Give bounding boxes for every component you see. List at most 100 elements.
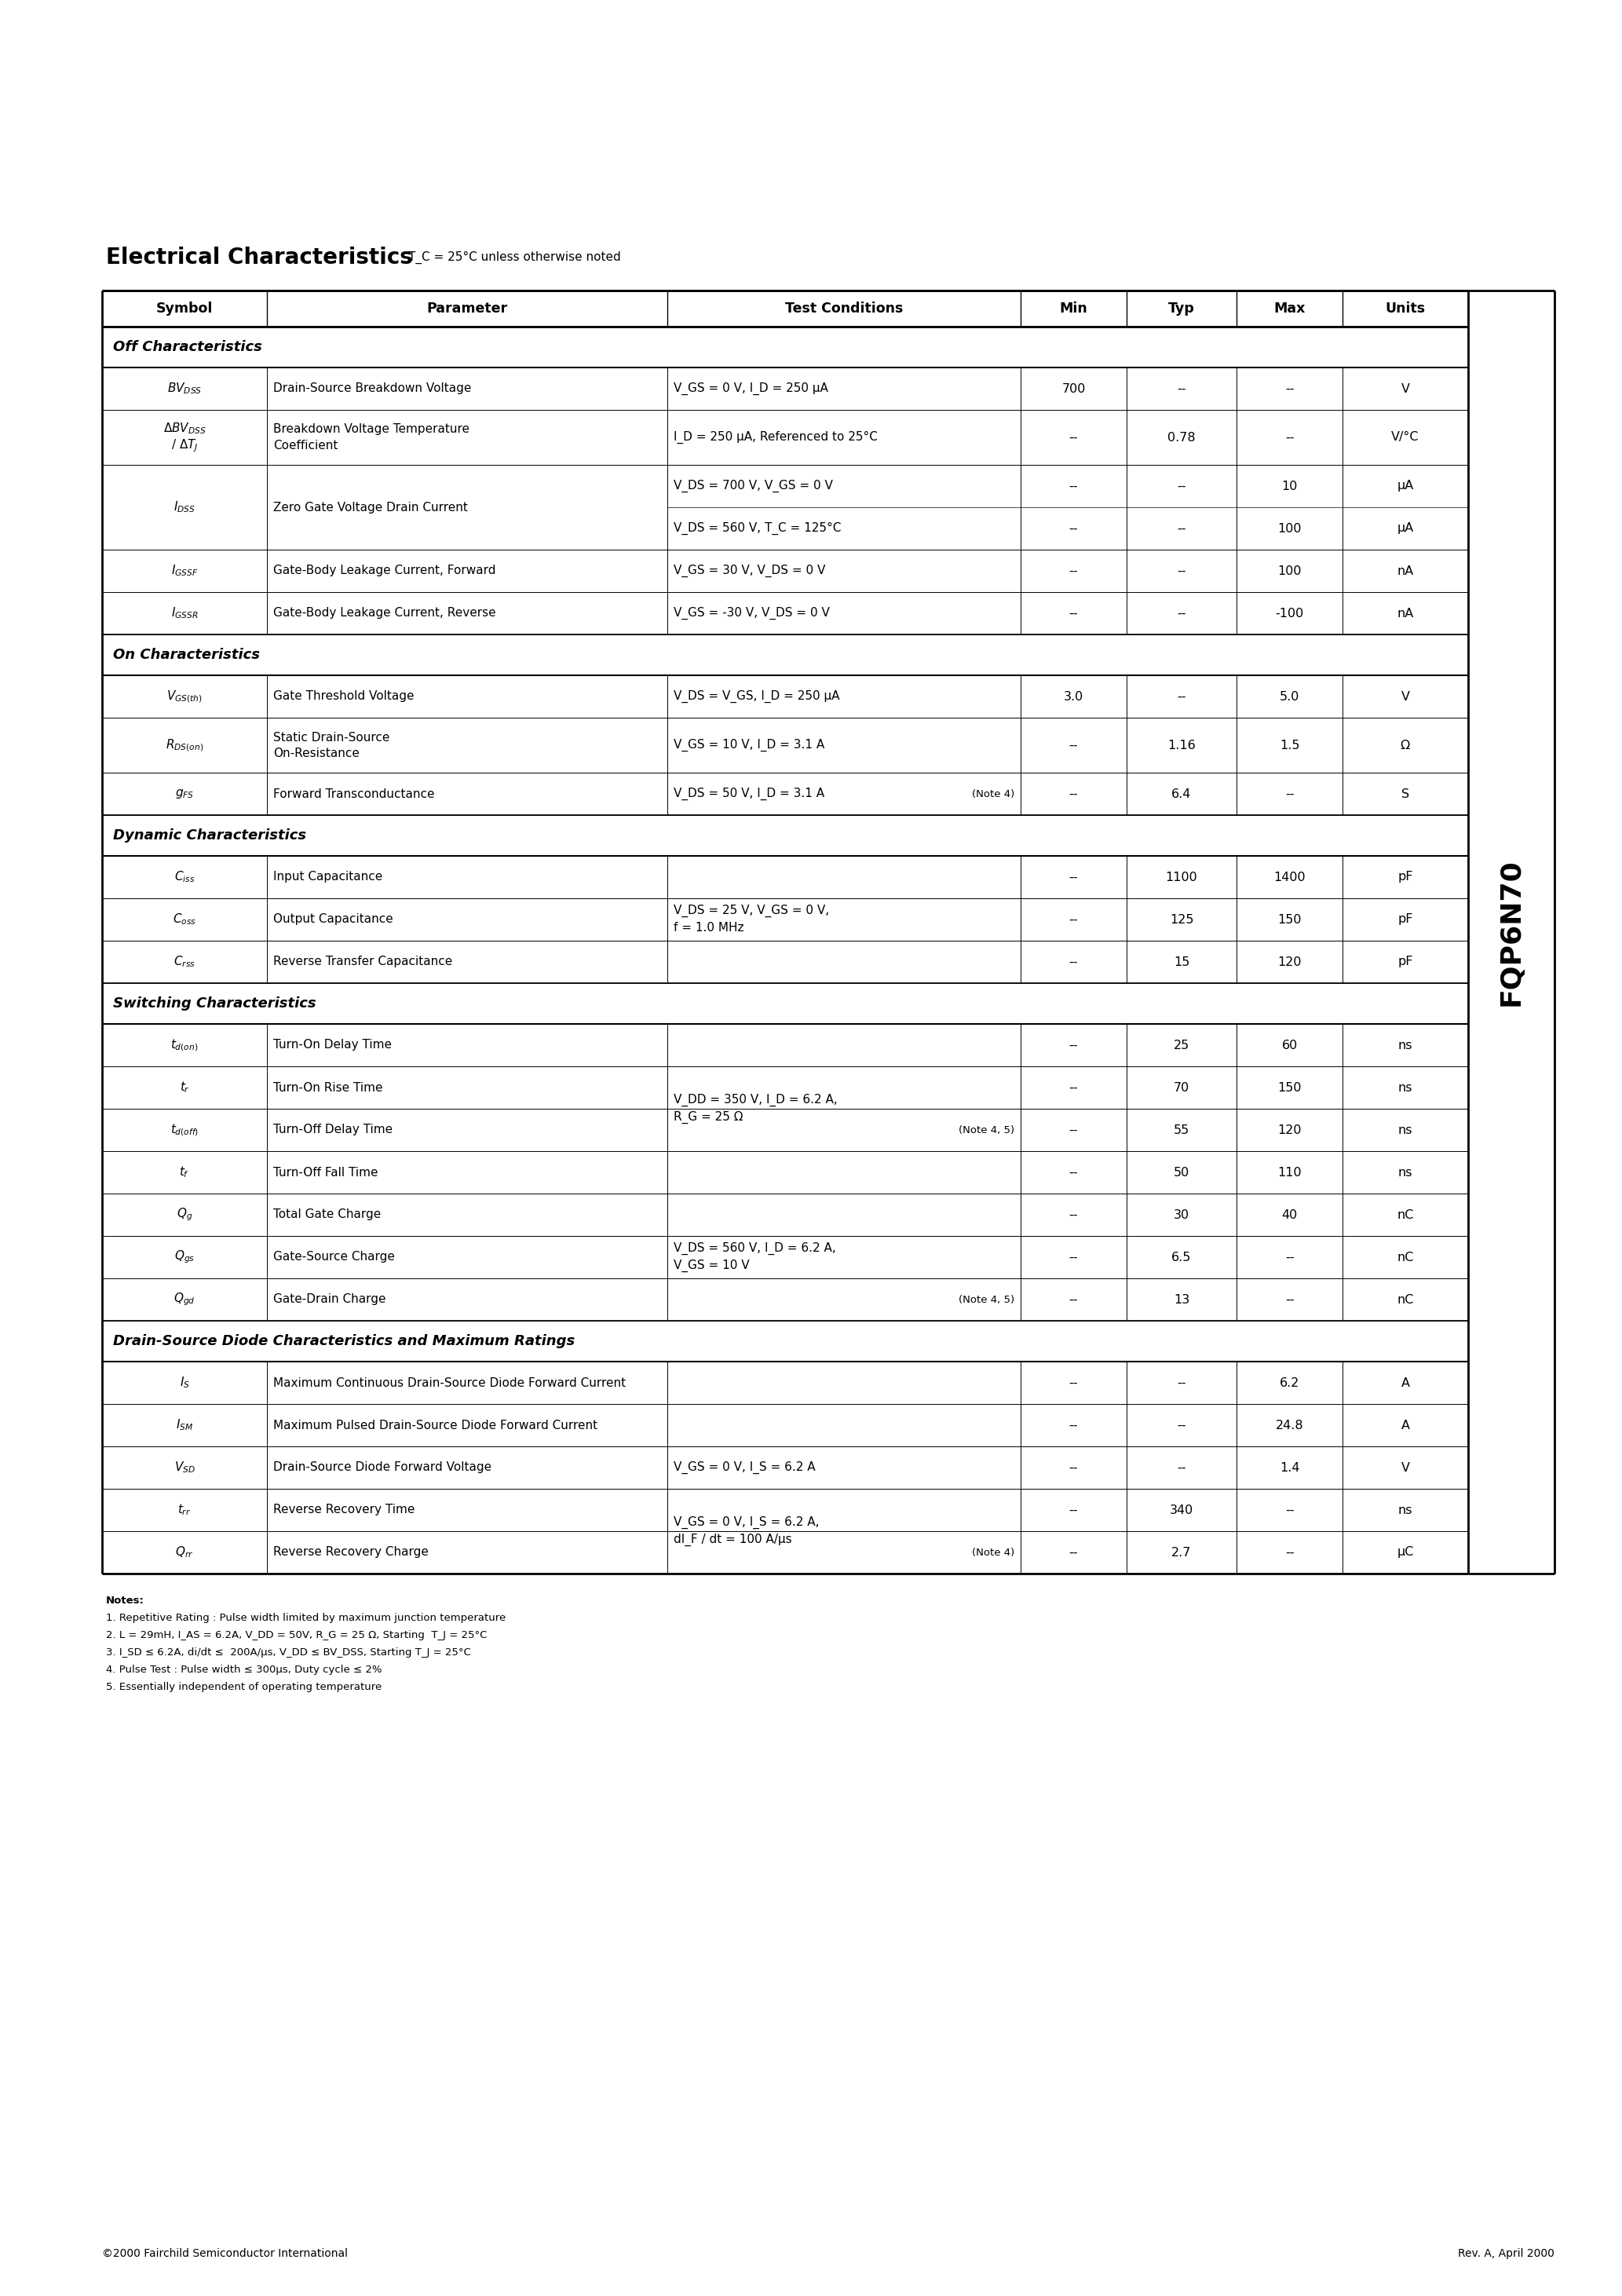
Text: f = 1.0 MHz: f = 1.0 MHz xyxy=(673,923,744,934)
Text: V_GS = 0 V, I_S = 6.2 A: V_GS = 0 V, I_S = 6.2 A xyxy=(673,1460,816,1474)
Text: Reverse Recovery Charge: Reverse Recovery Charge xyxy=(272,1548,428,1559)
Text: $Q_{rr}$: $Q_{rr}$ xyxy=(175,1545,193,1559)
Text: Parameter: Parameter xyxy=(427,301,508,315)
Text: V_GS = 10 V, I_D = 3.1 A: V_GS = 10 V, I_D = 3.1 A xyxy=(673,739,824,751)
Text: --: -- xyxy=(1178,523,1186,535)
Text: 5.0: 5.0 xyxy=(1280,691,1299,703)
Text: pF: pF xyxy=(1398,914,1413,925)
Text: V_DS = 700 V, V_GS = 0 V: V_DS = 700 V, V_GS = 0 V xyxy=(673,480,832,491)
Text: 120: 120 xyxy=(1278,955,1301,969)
Text: A: A xyxy=(1401,1419,1410,1430)
Text: --: -- xyxy=(1178,480,1186,491)
Text: A: A xyxy=(1401,1378,1410,1389)
Text: μA: μA xyxy=(1397,480,1414,491)
Text: Input Capacitance: Input Capacitance xyxy=(272,870,383,884)
Text: $I_{GSSR}$: $I_{GSSR}$ xyxy=(170,606,198,620)
Text: --: -- xyxy=(1069,955,1079,969)
Text: V/°C: V/°C xyxy=(1392,432,1419,443)
Text: Switching Characteristics: Switching Characteristics xyxy=(114,996,316,1010)
Text: --: -- xyxy=(1069,1504,1079,1515)
Text: S: S xyxy=(1401,788,1410,799)
Text: nC: nC xyxy=(1397,1210,1414,1221)
Text: $t_{r}$: $t_{r}$ xyxy=(180,1079,190,1095)
Text: 30: 30 xyxy=(1174,1210,1189,1221)
Text: nC: nC xyxy=(1397,1251,1414,1263)
Text: Breakdown Voltage Temperature: Breakdown Voltage Temperature xyxy=(272,425,469,436)
Text: --: -- xyxy=(1069,1166,1079,1178)
Text: ns: ns xyxy=(1398,1504,1413,1515)
Text: $V_{SD}$: $V_{SD}$ xyxy=(174,1460,195,1474)
Text: nC: nC xyxy=(1397,1293,1414,1306)
Text: $BV_{DSS}$: $BV_{DSS}$ xyxy=(167,381,201,395)
Text: 110: 110 xyxy=(1278,1166,1301,1178)
Text: On Characteristics: On Characteristics xyxy=(114,647,260,661)
Text: 125: 125 xyxy=(1169,914,1194,925)
Text: 100: 100 xyxy=(1278,523,1301,535)
Text: 3. I_SD ≤ 6.2A, di/dt ≤  200A/μs, V_DD ≤ BV_DSS, Starting T_J = 25°C: 3. I_SD ≤ 6.2A, di/dt ≤ 200A/μs, V_DD ≤ … xyxy=(105,1649,470,1658)
Text: --: -- xyxy=(1285,1504,1294,1515)
Text: dI_F / dt = 100 A/μs: dI_F / dt = 100 A/μs xyxy=(673,1534,792,1545)
Text: Turn-Off Delay Time: Turn-Off Delay Time xyxy=(272,1125,393,1137)
Text: --: -- xyxy=(1178,1378,1186,1389)
Text: --: -- xyxy=(1069,1251,1079,1263)
Text: V_GS = 0 V, I_D = 250 μA: V_GS = 0 V, I_D = 250 μA xyxy=(673,383,829,395)
Text: Drain-Source Breakdown Voltage: Drain-Source Breakdown Voltage xyxy=(272,383,472,395)
Text: $I_{DSS}$: $I_{DSS}$ xyxy=(174,501,195,514)
Text: --: -- xyxy=(1285,432,1294,443)
Text: On-Resistance: On-Resistance xyxy=(272,746,360,760)
Text: T_C = 25°C unless otherwise noted: T_C = 25°C unless otherwise noted xyxy=(409,250,621,264)
Text: Maximum Continuous Drain-Source Diode Forward Current: Maximum Continuous Drain-Source Diode Fo… xyxy=(272,1378,626,1389)
Text: --: -- xyxy=(1069,870,1079,884)
Text: --: -- xyxy=(1285,383,1294,395)
Text: $R_{DS(on)}$: $R_{DS(on)}$ xyxy=(165,737,203,753)
Text: 24.8: 24.8 xyxy=(1275,1419,1304,1430)
Text: --: -- xyxy=(1069,1293,1079,1306)
Text: $t_{f}$: $t_{f}$ xyxy=(180,1164,190,1180)
Text: 70: 70 xyxy=(1174,1081,1189,1093)
Text: Zero Gate Voltage Drain Current: Zero Gate Voltage Drain Current xyxy=(272,501,467,512)
Text: V_GS = 0 V, I_S = 6.2 A,: V_GS = 0 V, I_S = 6.2 A, xyxy=(673,1515,819,1529)
Bar xyxy=(102,326,1468,367)
Text: Min: Min xyxy=(1059,301,1088,315)
Text: 150: 150 xyxy=(1278,914,1301,925)
Text: $Q_{gd}$: $Q_{gd}$ xyxy=(174,1290,195,1309)
Text: V_GS = 30 V, V_DS = 0 V: V_GS = 30 V, V_DS = 0 V xyxy=(673,565,826,576)
Text: $I_{GSSF}$: $I_{GSSF}$ xyxy=(170,563,198,579)
Text: --: -- xyxy=(1178,1419,1186,1430)
Text: --: -- xyxy=(1069,788,1079,799)
Text: $C_{iss}$: $C_{iss}$ xyxy=(174,870,195,884)
Text: $\Delta BV_{DSS}$: $\Delta BV_{DSS}$ xyxy=(164,422,206,436)
Bar xyxy=(102,634,1468,675)
Text: --: -- xyxy=(1069,1040,1079,1052)
Text: ns: ns xyxy=(1398,1166,1413,1178)
Text: $/\ \Delta T_J$: $/\ \Delta T_J$ xyxy=(170,439,198,455)
Text: Gate-Body Leakage Current, Forward: Gate-Body Leakage Current, Forward xyxy=(272,565,496,576)
Text: 6.2: 6.2 xyxy=(1280,1378,1299,1389)
Text: Gate-Drain Charge: Gate-Drain Charge xyxy=(272,1293,386,1306)
Text: --: -- xyxy=(1178,383,1186,395)
Text: --: -- xyxy=(1069,1210,1079,1221)
Text: 6.4: 6.4 xyxy=(1171,788,1192,799)
Text: μC: μC xyxy=(1397,1548,1414,1559)
Text: --: -- xyxy=(1069,1419,1079,1430)
Text: 120: 120 xyxy=(1278,1125,1301,1137)
Text: --: -- xyxy=(1069,523,1079,535)
Text: Drain-Source Diode Forward Voltage: Drain-Source Diode Forward Voltage xyxy=(272,1463,491,1474)
Text: pF: pF xyxy=(1398,955,1413,969)
Text: 5. Essentially independent of operating temperature: 5. Essentially independent of operating … xyxy=(105,1683,381,1692)
Text: Units: Units xyxy=(1385,301,1426,315)
Text: $t_{d(on)}$: $t_{d(on)}$ xyxy=(170,1038,198,1054)
Text: $I_{S}$: $I_{S}$ xyxy=(180,1375,190,1389)
Text: 40: 40 xyxy=(1281,1210,1298,1221)
Text: --: -- xyxy=(1069,1463,1079,1474)
Text: 1. Repetitive Rating : Pulse width limited by maximum junction temperature: 1. Repetitive Rating : Pulse width limit… xyxy=(105,1612,506,1623)
Text: 2. L = 29mH, I_AS = 6.2A, V_DD = 50V, R_G = 25 Ω, Starting  T_J = 25°C: 2. L = 29mH, I_AS = 6.2A, V_DD = 50V, R_… xyxy=(105,1630,487,1639)
Text: $Q_{gs}$: $Q_{gs}$ xyxy=(174,1249,195,1265)
Text: --: -- xyxy=(1069,739,1079,751)
Text: R_G = 25 Ω: R_G = 25 Ω xyxy=(673,1111,743,1123)
Text: Turn-Off Fall Time: Turn-Off Fall Time xyxy=(272,1166,378,1178)
Text: Dynamic Characteristics: Dynamic Characteristics xyxy=(114,829,307,843)
Text: --: -- xyxy=(1069,1548,1079,1559)
Text: Forward Transconductance: Forward Transconductance xyxy=(272,788,435,799)
Text: 55: 55 xyxy=(1174,1125,1189,1137)
